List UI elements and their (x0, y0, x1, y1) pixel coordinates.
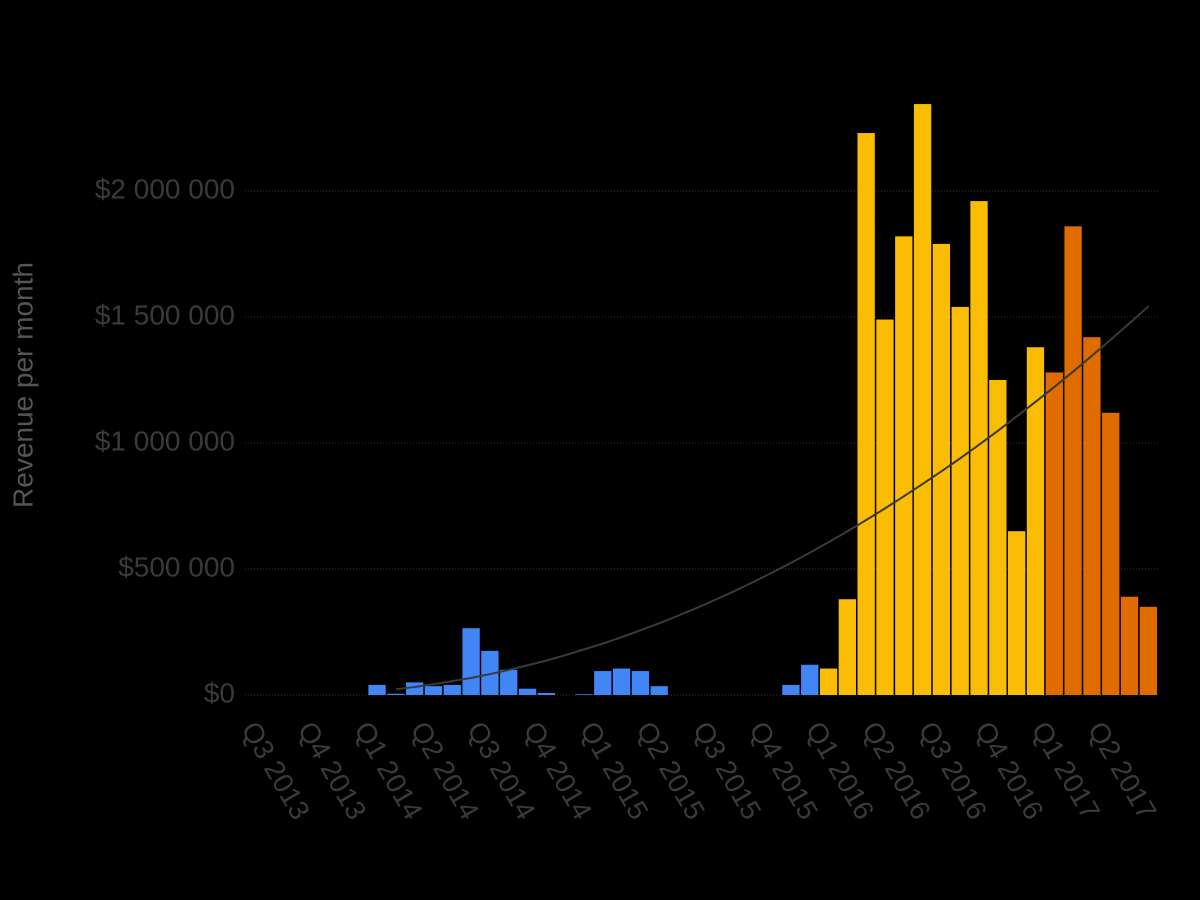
bar (895, 236, 913, 696)
bar (1064, 226, 1082, 695)
y-tick-label: $2 000 000 (95, 173, 235, 204)
bar (1008, 531, 1026, 695)
bar (387, 693, 405, 695)
y-tick-label: $1 000 000 (95, 425, 235, 456)
y-tick-label: $0 (204, 677, 235, 708)
bar (913, 104, 932, 695)
bar (932, 243, 951, 696)
bar (951, 306, 969, 695)
y-tick-label: $1 500 000 (95, 299, 235, 330)
bar (782, 684, 800, 695)
bar (970, 201, 988, 695)
trend-line (395, 305, 1150, 691)
bar (500, 669, 518, 695)
bar (819, 668, 838, 695)
y-tick-label: $500 000 (118, 551, 235, 582)
y-axis-title: Revenue per month (7, 262, 38, 508)
bar (537, 692, 555, 695)
bar (650, 686, 668, 695)
bar (368, 684, 386, 695)
bar (443, 684, 461, 695)
bar (1102, 412, 1120, 695)
bar (481, 650, 499, 695)
bar (462, 628, 480, 695)
bar (424, 686, 443, 695)
bar (989, 380, 1007, 695)
bar (631, 671, 650, 695)
bar (838, 599, 856, 695)
bar (857, 133, 875, 696)
bar (1026, 347, 1045, 695)
bar (1083, 337, 1101, 695)
bar (518, 688, 537, 695)
bar (612, 668, 631, 695)
bar (575, 694, 593, 695)
bar (594, 671, 612, 695)
bar (801, 664, 819, 695)
bar (1120, 596, 1139, 695)
bar (1045, 372, 1063, 695)
bar (1139, 606, 1157, 695)
